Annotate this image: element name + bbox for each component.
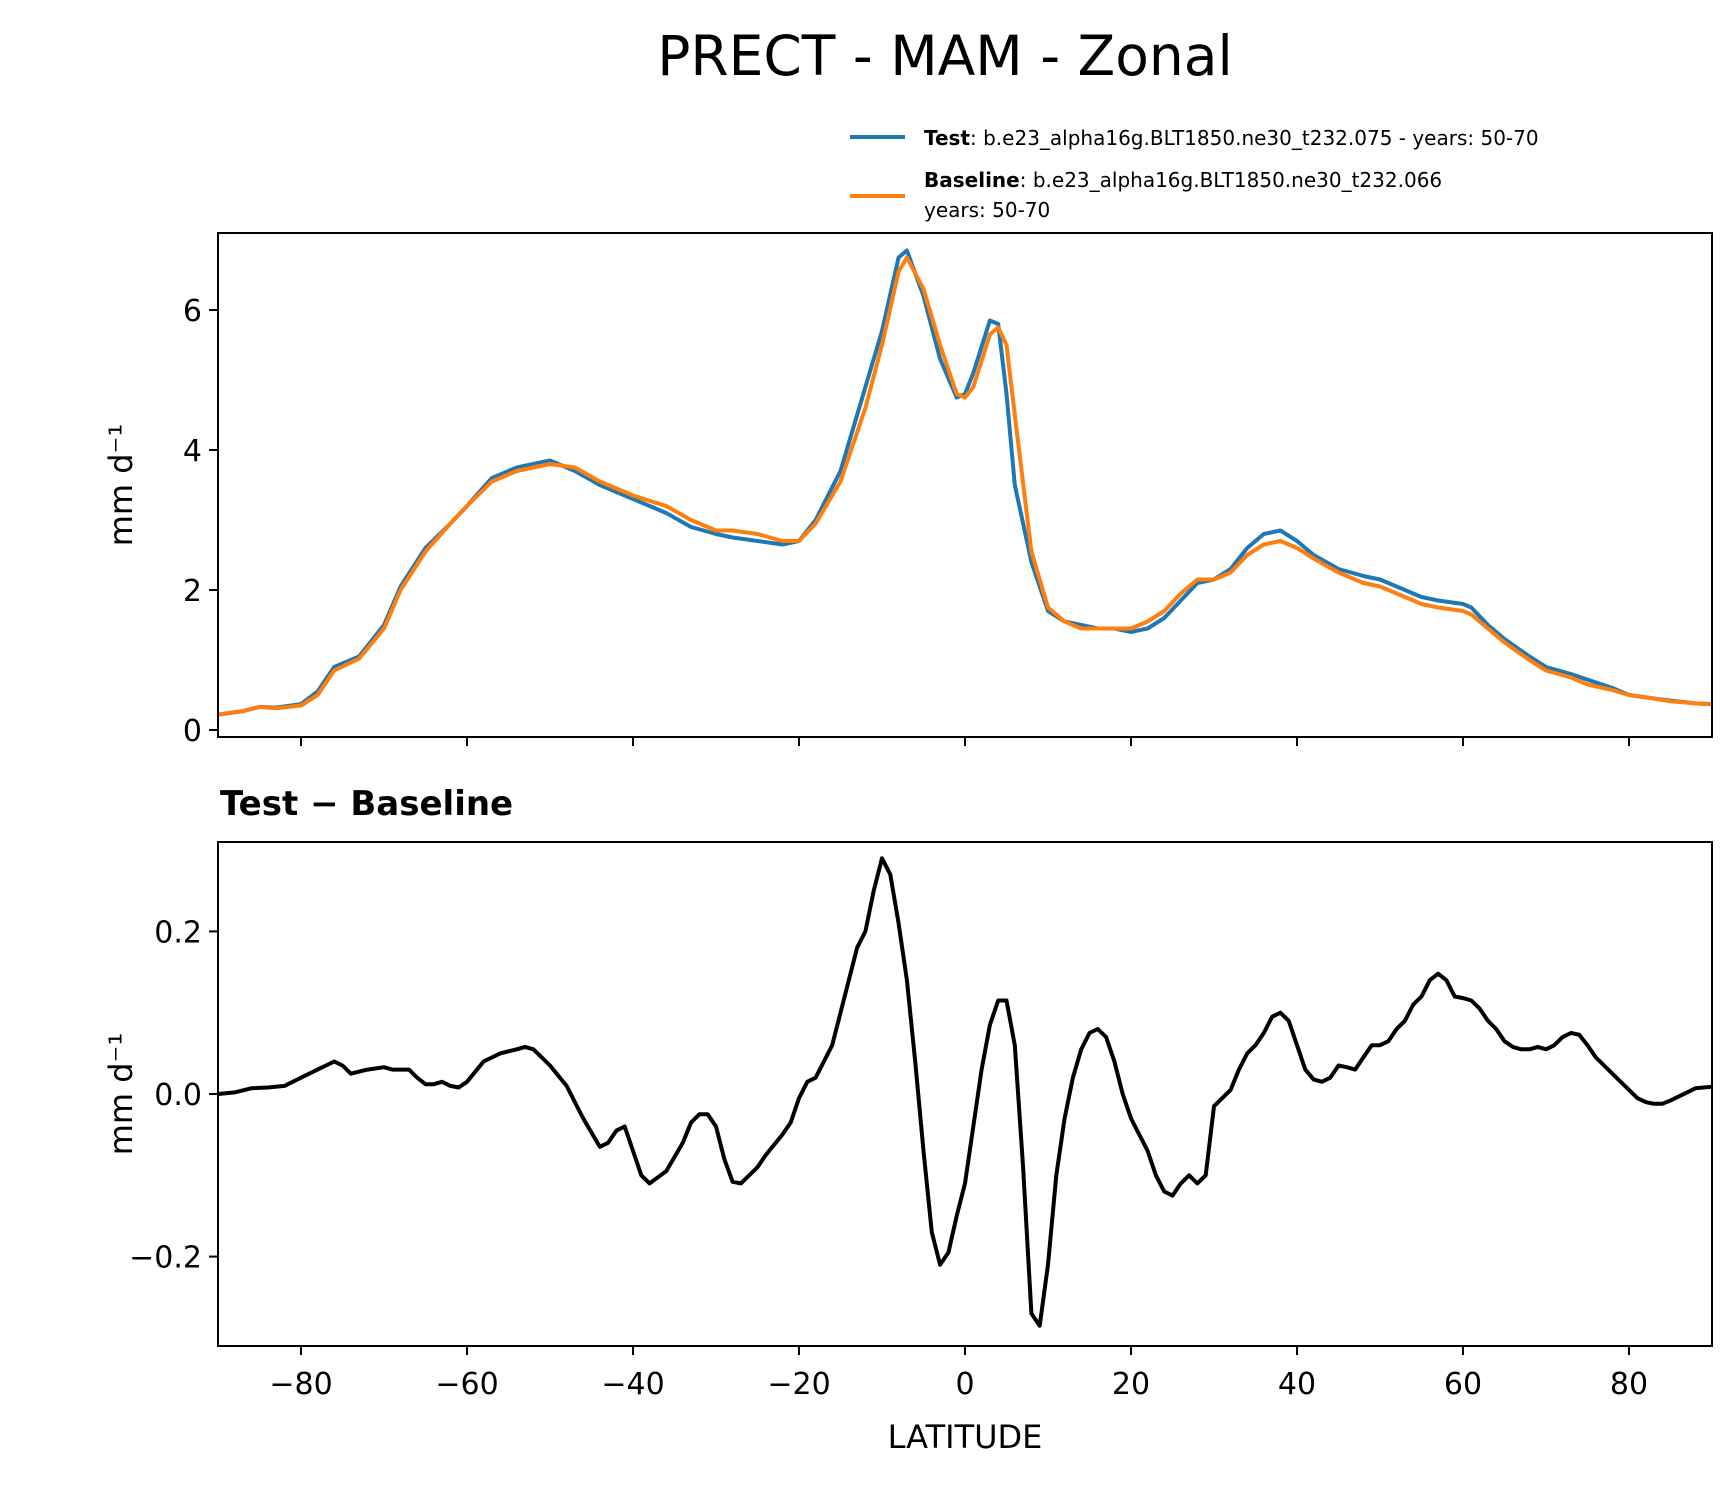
y-tick-label: 2 <box>183 574 202 609</box>
x-tick-label: −40 <box>601 1367 664 1402</box>
legend-desc-test: : b.e23_alpha16g.BLT1850.ne30_t232.075 -… <box>970 126 1539 150</box>
panel-difference: −0.2 0.0 0.2 −80 −60 −40 −20 0 20 40 60 80 mm d⁻¹ LAT… <box>102 841 1713 1456</box>
series-line-baseline <box>218 255 1712 717</box>
series-line-test-baseline <box>218 856 1712 1328</box>
y-tick-label: 4 <box>183 434 202 469</box>
y-tick-label: −0.2 <box>129 1241 202 1276</box>
figure-title: PRECT - MAM - Zonal <box>657 24 1232 88</box>
panel-zonal-mean: 0 2 4 6 mm d⁻¹ <box>102 232 1713 749</box>
legend-desc-baseline: : b.e23_alpha16g.BLT1850.ne30_t232.066 <box>1020 168 1442 192</box>
x-tick-label: −80 <box>269 1367 332 1402</box>
x-tick-label: 0 <box>955 1367 974 1402</box>
y-axis-label: mm d⁻¹ <box>102 424 140 547</box>
x-tick-label: 40 <box>1278 1367 1316 1402</box>
y-axis-label: mm d⁻¹ <box>102 1033 140 1156</box>
y-tick-label: 0 <box>183 714 202 749</box>
y-tick-label: 0.2 <box>154 915 202 950</box>
y-tick-label: 0.0 <box>154 1078 202 1113</box>
x-tick-label: −60 <box>435 1367 498 1402</box>
legend: Test: b.e23_alpha16g.BLT1850.ne30_t232.0… <box>850 126 1539 222</box>
x-tick-label: 80 <box>1610 1367 1648 1402</box>
series-line-test <box>218 248 1712 717</box>
legend-name-test: Test <box>924 126 970 150</box>
x-tick-label: −20 <box>767 1367 830 1402</box>
panel-difference-title: Test − Baseline <box>220 784 513 824</box>
x-tick-label: 60 <box>1444 1367 1482 1402</box>
y-tick-label: 6 <box>183 294 202 329</box>
legend-desc2-baseline: years: 50-70 <box>924 198 1050 222</box>
x-tick-label: 20 <box>1112 1367 1150 1402</box>
legend-name-baseline: Baseline <box>924 168 1020 192</box>
svg-text:Test: b.e23_alpha16g.BLT1850.n: Test: b.e23_alpha16g.BLT1850.ne30_t232.0… <box>924 126 1539 150</box>
svg-text:Baseline: b.e23_alpha16g.BLT18: Baseline: b.e23_alpha16g.BLT1850.ne30_t2… <box>924 168 1442 192</box>
x-axis-label: LATITUDE <box>888 1418 1043 1456</box>
